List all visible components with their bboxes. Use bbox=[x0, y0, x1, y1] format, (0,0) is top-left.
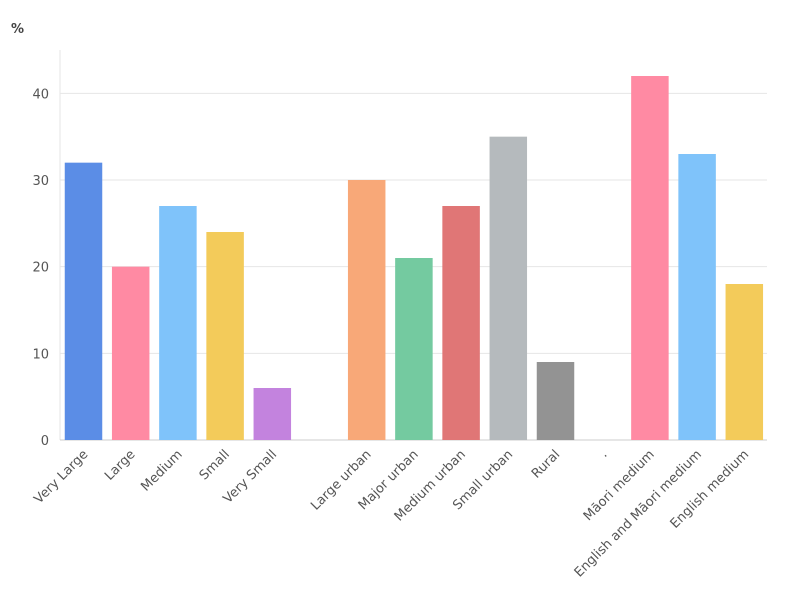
bar[interactable] bbox=[725, 284, 764, 440]
bar[interactable] bbox=[489, 136, 528, 440]
y-tick-label: 40 bbox=[32, 87, 49, 102]
y-tick-label: 10 bbox=[32, 347, 49, 362]
y-tick-label: 30 bbox=[32, 174, 49, 189]
x-category-label: Medium bbox=[138, 447, 185, 494]
x-category-label: Small bbox=[197, 447, 233, 483]
y-tick-label: 20 bbox=[32, 261, 49, 276]
x-category-label: Large bbox=[102, 447, 138, 483]
x-category-label: Rural bbox=[529, 447, 563, 481]
bar[interactable] bbox=[631, 76, 669, 440]
bar[interactable] bbox=[253, 388, 292, 440]
y-tick-label: 0 bbox=[41, 434, 49, 449]
x-category-label: . bbox=[597, 447, 611, 461]
y-axis-unit-label: % bbox=[11, 22, 24, 37]
bar[interactable] bbox=[159, 206, 197, 440]
bar[interactable] bbox=[206, 232, 244, 440]
bar[interactable] bbox=[536, 362, 575, 440]
bar[interactable] bbox=[395, 258, 433, 440]
bar[interactable] bbox=[442, 206, 480, 440]
x-category-label: Very Large bbox=[31, 447, 91, 507]
bar[interactable] bbox=[347, 180, 386, 440]
bar[interactable] bbox=[111, 266, 150, 440]
bar[interactable] bbox=[64, 162, 103, 440]
bars bbox=[64, 76, 764, 440]
y-tick-labels: 0 10 20 30 40 bbox=[32, 87, 49, 449]
bar[interactable] bbox=[678, 154, 716, 440]
